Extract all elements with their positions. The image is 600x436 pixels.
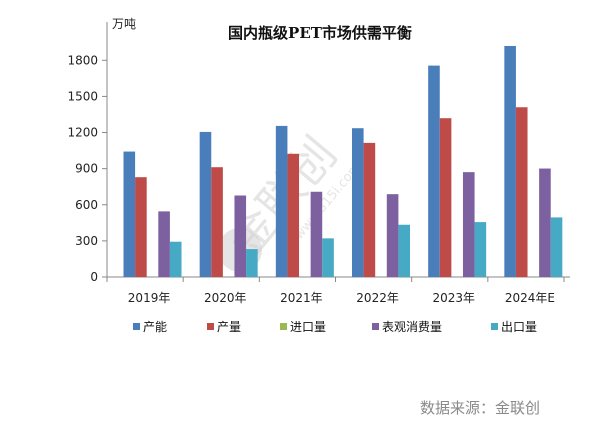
- legend-label: 出口量: [501, 320, 537, 334]
- bar-出口量-2019年: [169, 241, 182, 277]
- bar-产能-2022年: [352, 128, 364, 277]
- legend-swatch: [491, 323, 498, 330]
- x-tick-label: 2022年: [356, 291, 399, 305]
- bar-产能-2019年: [123, 151, 136, 277]
- y-tick-label: 1200: [67, 126, 98, 140]
- y-tick-label: 600: [75, 198, 98, 212]
- legend-label: 表观消费量: [382, 320, 442, 334]
- bar-产量-2019年: [135, 177, 147, 277]
- bar-产量-2021年: [287, 153, 300, 277]
- legend-label: 进口量: [290, 320, 326, 334]
- bar-产量-2024年E: [515, 107, 528, 277]
- x-tick-label: 2020年: [204, 291, 247, 305]
- bar-产量-2020年: [211, 167, 223, 277]
- bar-出口量-2023年: [474, 222, 487, 277]
- bar-表观消费量-2021年: [310, 191, 323, 277]
- x-tick-label: 2023年: [432, 291, 475, 305]
- bar-产能-2021年: [275, 125, 288, 277]
- legend-swatch: [372, 323, 379, 330]
- bar-表观消费量-2023年: [462, 172, 475, 277]
- legend-label: 产量: [217, 320, 241, 334]
- bar-表观消费量-2022年: [386, 194, 399, 277]
- bar-产能-2024年E: [504, 45, 516, 277]
- y-tick-label: 1800: [67, 53, 98, 67]
- bar-表观消费量-2019年: [158, 211, 170, 277]
- legend-swatch: [280, 323, 287, 330]
- y-tick-label: 300: [75, 234, 98, 248]
- bar-表观消费量-2024年E: [539, 168, 551, 277]
- y-tick-label: 1500: [67, 89, 98, 103]
- bar-产能-2020年: [199, 131, 212, 277]
- bar-表观消费量-2020年: [234, 195, 247, 277]
- x-tick-label: 2021年: [280, 291, 323, 305]
- legend-swatch: [207, 323, 214, 330]
- bar-产量-2022年: [363, 142, 376, 277]
- y-axis-label: 万吨: [112, 17, 136, 31]
- bar-出口量-2021年: [322, 238, 334, 277]
- bar-出口量-2022年: [398, 224, 410, 277]
- bar-产能-2023年: [428, 65, 440, 278]
- y-tick-label: 0: [90, 270, 98, 284]
- bar-出口量-2024年E: [550, 217, 563, 277]
- bar-产量-2023年: [439, 118, 452, 277]
- chart-title: 国内瓶级PET市场供需平衡: [228, 24, 412, 42]
- x-tick-label: 2024年E: [505, 291, 555, 305]
- legend-label: 产能: [143, 320, 167, 334]
- bar-出口量-2020年: [246, 249, 258, 277]
- y-tick-label: 900: [75, 162, 98, 176]
- source-note: 数据来源：金联创: [420, 399, 540, 417]
- x-tick-label: 2019年: [128, 291, 171, 305]
- legend-swatch: [133, 323, 140, 330]
